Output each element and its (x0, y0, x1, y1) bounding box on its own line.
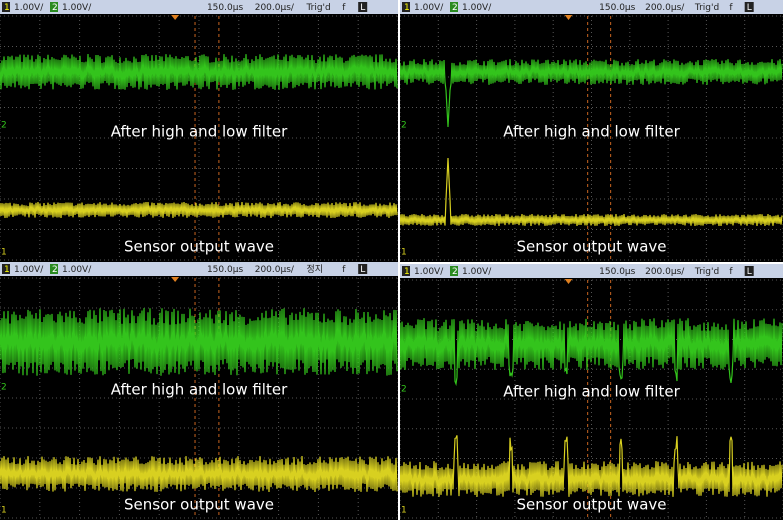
filtered-label: After high and low filter (503, 123, 680, 141)
channel-number: 1 (4, 265, 10, 275)
timebase: 200.0µs/ (645, 267, 685, 277)
filtered-label: After high and low filter (111, 123, 288, 141)
trigger-marker (171, 277, 179, 282)
trigger-mode: L (747, 267, 752, 277)
channel-scale: 1.00V/ (14, 265, 44, 275)
filtered-label: After high and low filter (111, 381, 288, 399)
channel-scale: 1.00V/ (62, 3, 92, 13)
channel-scale: 1.00V/ (462, 267, 492, 277)
trigger-delay: 150.0µs (599, 267, 635, 277)
sensor-label: Sensor output wave (124, 496, 274, 514)
acq-status: Trig'd (305, 3, 330, 13)
acq-status: 정지 (306, 264, 323, 275)
acq-status: Trig'd (694, 3, 719, 13)
acq-status: Trig'd (694, 267, 719, 277)
ch1-ground-marker: 1 (1, 506, 7, 516)
sensor-label: Sensor output wave (517, 238, 667, 256)
ch2-ground-marker: 2 (1, 121, 7, 131)
ch1-ground-marker: 1 (401, 248, 407, 258)
ch2-ground-marker: 2 (1, 383, 7, 393)
trigger-mode: L (360, 3, 365, 13)
waveform (400, 318, 782, 384)
timebase: 200.0µs/ (255, 3, 295, 13)
ch1-ground-marker: 1 (1, 248, 7, 258)
channel-number: 1 (404, 267, 410, 277)
channel-number: 2 (452, 267, 458, 277)
channel-number: 1 (404, 3, 410, 13)
trigger-mode: L (747, 3, 752, 13)
channel-number: 2 (452, 3, 458, 13)
trigger-delay: 150.0µs (599, 3, 635, 13)
filtered-label: After high and low filter (503, 383, 680, 401)
channel-number: 1 (4, 3, 10, 13)
channel-number: 2 (52, 3, 58, 13)
ch2-ground-marker: 2 (401, 121, 407, 131)
trigger-mode: L (360, 265, 365, 275)
channel-number: 2 (52, 265, 58, 275)
trigger-delay: 150.0µs (207, 3, 243, 13)
page: 11.00V/21.00V/150.0µs200.0µs/Trig'dfL21A… (0, 0, 783, 520)
ch1-ground-marker: 1 (401, 506, 407, 516)
trigger-marker (565, 15, 573, 20)
timebase: 200.0µs/ (645, 3, 685, 13)
channel-scale: 1.00V/ (414, 3, 444, 13)
trigger-delay: 150.0µs (207, 265, 243, 275)
channel-scale: 1.00V/ (414, 267, 444, 277)
trigger-marker (565, 279, 573, 284)
waveform (0, 54, 397, 90)
sensor-label: Sensor output wave (517, 496, 667, 514)
header-bar (0, 0, 398, 14)
waveform (0, 456, 397, 492)
trigger-marker (171, 15, 179, 20)
sensor-label: Sensor output wave (124, 238, 274, 256)
header-bar (0, 262, 398, 276)
channel-scale: 1.00V/ (14, 3, 44, 13)
timebase: 200.0µs/ (255, 265, 295, 275)
ch2-ground-marker: 2 (401, 385, 407, 395)
channel-scale: 1.00V/ (462, 3, 492, 13)
channel-scale: 1.00V/ (62, 265, 92, 275)
